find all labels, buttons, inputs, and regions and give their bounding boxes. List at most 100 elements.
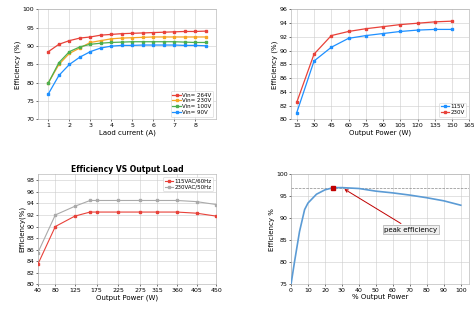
Vin= 264V: [98, 33, 104, 37]
Vin= 100V: [66, 50, 72, 53]
Y-axis label: Efficiency %: Efficiency %: [269, 208, 274, 251]
Vin= 264V: [109, 33, 114, 36]
Vin= 90V: [56, 74, 62, 77]
Vin= 90V: [129, 44, 135, 47]
115VAC/60Hz: [94, 210, 100, 214]
Vin= 90V: [88, 50, 93, 53]
115VAC/60Hz: [53, 225, 58, 228]
Vin= 230V: [98, 39, 104, 43]
230VAC/50Hz: [94, 198, 100, 202]
Vin= 90V: [203, 44, 209, 48]
115VAC/60Hz: [116, 210, 121, 214]
Vin= 264V: [77, 36, 82, 40]
115VAC/60Hz: [35, 262, 41, 266]
230VAC/50Hz: [155, 198, 160, 202]
Vin= 100V: [88, 42, 93, 46]
Vin= 264V: [88, 35, 93, 39]
230VAC/50Hz: [194, 200, 200, 204]
230V: [415, 21, 420, 25]
Vin= 264V: [192, 30, 198, 33]
115V: [328, 46, 334, 49]
115VAC/60Hz: [155, 210, 160, 214]
Vin= 100V: [161, 40, 166, 44]
Vin= 90V: [182, 44, 188, 47]
230V: [432, 20, 438, 24]
230VAC/50Hz: [174, 198, 180, 202]
Vin= 90V: [98, 46, 104, 50]
Vin= 230V: [129, 36, 135, 40]
Vin= 230V: [140, 35, 146, 39]
Vin= 100V: [203, 40, 209, 44]
Vin= 264V: [182, 30, 188, 33]
Vin= 230V: [66, 52, 72, 55]
115VAC/60Hz: [194, 211, 200, 215]
115V: [380, 32, 386, 35]
Line: Vin= 230V: Vin= 230V: [47, 36, 207, 84]
Vin= 100V: [119, 40, 125, 44]
Vin= 230V: [150, 35, 156, 39]
Vin= 230V: [119, 36, 125, 40]
230V: [346, 30, 351, 33]
Y-axis label: Efficiency (%): Efficiency (%): [272, 40, 278, 89]
Vin= 100V: [129, 40, 135, 44]
X-axis label: % Output Power: % Output Power: [352, 294, 408, 300]
115V: [346, 36, 351, 40]
Y-axis label: Efficiency(%): Efficiency(%): [18, 206, 25, 252]
Vin= 90V: [46, 92, 51, 96]
Line: 230VAC/50Hz: 230VAC/50Hz: [36, 199, 218, 254]
Vin= 230V: [46, 81, 51, 85]
Vin= 90V: [77, 55, 82, 59]
Vin= 100V: [98, 41, 104, 45]
X-axis label: Output Power (W): Output Power (W): [96, 294, 158, 301]
230VAC/50Hz: [53, 213, 58, 217]
X-axis label: Laod current (A): Laod current (A): [99, 129, 155, 136]
Vin= 264V: [46, 50, 51, 53]
Vin= 264V: [140, 31, 146, 35]
Vin= 264V: [56, 42, 62, 46]
Vin= 90V: [161, 43, 166, 47]
Legend: 115VAC/60Hz, 230VAC/50Hz: 115VAC/60Hz, 230VAC/50Hz: [163, 177, 213, 191]
230V: [380, 25, 386, 28]
Vin= 90V: [109, 44, 114, 48]
Vin= 90V: [119, 44, 125, 47]
Vin= 100V: [182, 40, 188, 44]
Vin= 230V: [161, 35, 166, 39]
230V: [328, 34, 334, 38]
Vin= 100V: [77, 45, 82, 49]
Vin= 100V: [172, 40, 177, 44]
Vin= 100V: [140, 40, 146, 44]
230V: [311, 52, 317, 56]
115V: [449, 27, 455, 31]
115VAC/60Hz: [72, 214, 78, 218]
Line: 115V: 115V: [295, 28, 454, 114]
Line: 230V: 230V: [295, 20, 454, 104]
230V: [294, 100, 300, 104]
115V: [294, 111, 300, 114]
Vin= 230V: [56, 63, 62, 66]
Line: 115VAC/60Hz: 115VAC/60Hz: [36, 211, 218, 265]
Legend: 115V, 230V: 115V, 230V: [439, 102, 466, 117]
Vin= 230V: [203, 35, 209, 39]
230VAC/50Hz: [137, 198, 143, 202]
Vin= 100V: [46, 81, 51, 85]
Vin= 90V: [140, 43, 146, 47]
Vin= 230V: [109, 37, 114, 41]
Legend: Vin= 264V, Vin= 230V, Vin= 100V, Vin= 90V: Vin= 264V, Vin= 230V, Vin= 100V, Vin= 90…: [171, 91, 213, 117]
Vin= 230V: [192, 35, 198, 39]
Vin= 264V: [119, 32, 125, 36]
115VAC/60Hz: [213, 214, 219, 218]
Vin= 90V: [172, 43, 177, 47]
Line: Vin= 264V: Vin= 264V: [47, 30, 207, 53]
Text: peak efficiency: peak efficiency: [345, 190, 438, 233]
Vin= 230V: [182, 35, 188, 39]
230V: [397, 23, 403, 27]
Vin= 264V: [172, 30, 177, 34]
Y-axis label: Efficiency (%): Efficiency (%): [15, 40, 21, 89]
Vin= 100V: [56, 61, 62, 64]
230VAC/50Hz: [35, 251, 41, 254]
115V: [311, 59, 317, 63]
230VAC/50Hz: [116, 198, 121, 202]
115VAC/60Hz: [137, 210, 143, 214]
Line: Vin= 90V: Vin= 90V: [47, 44, 207, 95]
230VAC/50Hz: [213, 203, 219, 206]
